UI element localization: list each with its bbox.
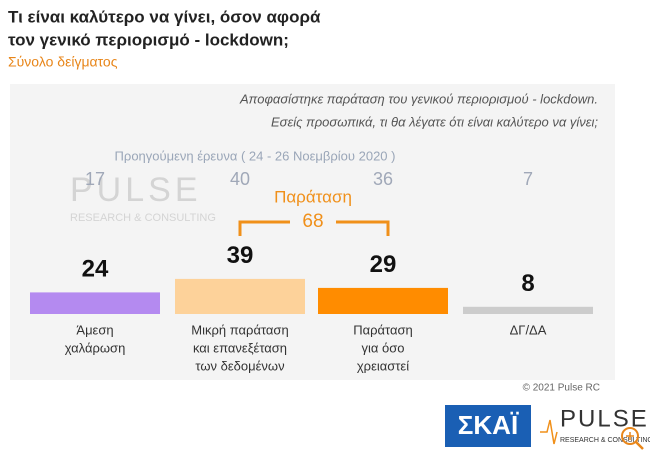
question: Εσείς προσωπικά, τι θα λέγατε ότι είναι … bbox=[271, 114, 598, 129]
chart-background bbox=[10, 84, 615, 380]
bar bbox=[318, 287, 448, 314]
bar bbox=[463, 306, 593, 314]
category-label: για όσο bbox=[362, 340, 405, 355]
skai-logo bbox=[445, 405, 531, 447]
chart-title: τον γενικό περιορισμό - lockdown; bbox=[8, 30, 289, 49]
value-label: 39 bbox=[227, 242, 254, 269]
bracket-label: Παράταση bbox=[274, 187, 352, 206]
pulse-logo-sub: RESEARCH & CONSULTING bbox=[560, 437, 650, 444]
previous-value: 36 bbox=[373, 169, 393, 189]
watermark: PULSE RESEARCH & CONSULTING bbox=[70, 171, 216, 224]
category-label: Μικρή παράταση bbox=[191, 322, 288, 337]
copyright: © 2021 Pulse RC bbox=[523, 383, 600, 394]
previous-label: Προηγούμενη έρευνα ( 24 - 26 Νοεμβρίου 2… bbox=[115, 148, 396, 163]
watermark-text: PULSE bbox=[70, 171, 202, 209]
value-label: 29 bbox=[370, 251, 397, 278]
category-label: Παράταση bbox=[353, 322, 413, 337]
category-label: και επανεξέταση bbox=[193, 340, 287, 355]
chart-title: Τι είναι καλύτερο να γίνει, όσον αφορά bbox=[8, 7, 321, 26]
category-label: χαλάρωση bbox=[65, 340, 126, 355]
category-label: των δεδομένων bbox=[195, 358, 284, 373]
zoom-button[interactable] bbox=[621, 427, 644, 450]
value-label: 8 bbox=[521, 270, 534, 297]
previous-value: 40 bbox=[230, 169, 250, 189]
bar bbox=[175, 278, 305, 314]
bar bbox=[30, 292, 160, 314]
category-label: χρειαστεί bbox=[357, 358, 409, 373]
watermark-text: RESEARCH & CONSULTING bbox=[70, 212, 216, 224]
bracket bbox=[238, 220, 390, 236]
skai-logo-text: ΣΚΑΪ bbox=[458, 410, 519, 440]
chart-subtitle: Σύνολο δείγματος bbox=[8, 54, 118, 70]
value-label: 24 bbox=[82, 256, 109, 283]
category-label: Άμεση bbox=[76, 322, 113, 337]
bracket-value: 68 bbox=[302, 211, 323, 232]
category-label: ΔΓ/ΔΑ bbox=[510, 322, 547, 337]
previous-value: 17 bbox=[85, 169, 105, 189]
pulse-logo-icon bbox=[540, 419, 558, 445]
pulse-logo: PULSE bbox=[560, 405, 649, 432]
question: Αποφασίστηκε παράταση του γενικού περιορ… bbox=[239, 91, 598, 106]
previous-value: 7 bbox=[523, 169, 533, 189]
